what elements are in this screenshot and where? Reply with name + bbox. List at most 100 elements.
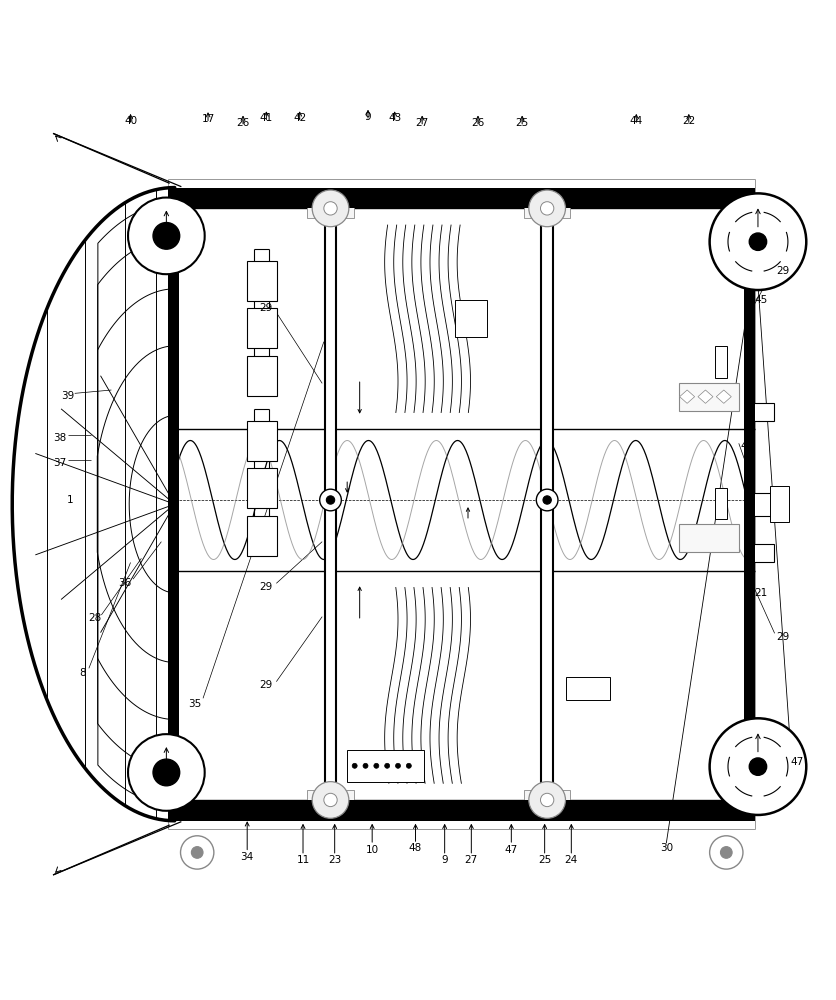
Polygon shape (716, 390, 732, 403)
Text: 29: 29 (260, 303, 273, 313)
Bar (524, 198, 570, 218)
Text: 43: 43 (388, 113, 401, 123)
Circle shape (749, 758, 767, 775)
Text: 36: 36 (118, 578, 131, 588)
Circle shape (710, 836, 743, 869)
Circle shape (326, 496, 334, 504)
Circle shape (128, 734, 205, 811)
Text: 25: 25 (538, 855, 551, 865)
Circle shape (529, 782, 565, 818)
Text: 17: 17 (201, 114, 215, 124)
Text: 39: 39 (61, 391, 74, 401)
Circle shape (710, 718, 806, 815)
Text: 26: 26 (472, 118, 485, 128)
Bar (168, 188, 756, 208)
Bar (247, 421, 278, 461)
Polygon shape (698, 390, 713, 403)
Circle shape (312, 190, 349, 227)
Bar (307, 198, 354, 218)
Text: 22: 22 (682, 116, 696, 126)
Circle shape (324, 793, 337, 807)
Circle shape (191, 847, 203, 858)
Circle shape (541, 793, 553, 807)
Circle shape (128, 198, 205, 274)
Circle shape (721, 847, 732, 858)
Text: 25: 25 (516, 118, 529, 128)
Bar (456, 300, 487, 337)
Text: 27: 27 (465, 855, 478, 865)
Bar (751, 493, 782, 516)
Text: 26: 26 (237, 118, 250, 128)
Bar (247, 356, 278, 396)
Text: 23: 23 (328, 855, 341, 865)
Text: 34: 34 (241, 852, 254, 862)
Circle shape (529, 190, 565, 227)
Text: 30: 30 (660, 843, 673, 853)
Bar (679, 383, 739, 411)
Text: 47: 47 (505, 845, 518, 855)
Bar (168, 188, 180, 821)
Polygon shape (680, 390, 695, 403)
Text: 40: 40 (124, 116, 137, 126)
Bar (744, 188, 756, 821)
Text: 24: 24 (564, 855, 578, 865)
Bar (751, 544, 774, 562)
Bar (347, 750, 424, 782)
Text: 29: 29 (777, 266, 789, 276)
Text: 41: 41 (260, 113, 273, 123)
Circle shape (153, 223, 180, 249)
Bar (751, 403, 774, 421)
Text: 10: 10 (365, 845, 379, 855)
Circle shape (312, 782, 349, 818)
Text: 9: 9 (441, 855, 448, 865)
Bar (324, 188, 336, 821)
Text: 45: 45 (755, 295, 768, 305)
Circle shape (385, 763, 390, 768)
Text: 38: 38 (54, 433, 66, 443)
Circle shape (324, 202, 337, 215)
Text: 47: 47 (791, 757, 803, 767)
Text: 29: 29 (777, 632, 789, 642)
Circle shape (541, 202, 553, 215)
Bar (524, 790, 570, 810)
Bar (307, 790, 354, 810)
Bar (679, 524, 739, 552)
Circle shape (153, 759, 180, 786)
Bar (247, 516, 278, 556)
Bar (771, 486, 789, 522)
Text: 1: 1 (66, 495, 73, 505)
Circle shape (537, 489, 558, 511)
Circle shape (181, 836, 214, 869)
Text: 28: 28 (88, 613, 101, 623)
Bar (247, 261, 278, 301)
Circle shape (710, 193, 806, 290)
Bar (168, 800, 756, 821)
Circle shape (363, 763, 368, 768)
Text: 21: 21 (755, 588, 768, 598)
Circle shape (395, 763, 400, 768)
Text: 46: 46 (741, 441, 754, 451)
Text: 8: 8 (79, 668, 86, 678)
Bar (247, 308, 278, 348)
Circle shape (406, 763, 411, 768)
Bar (716, 488, 727, 519)
Circle shape (319, 489, 341, 511)
Bar (716, 346, 727, 378)
Bar (542, 188, 553, 821)
Circle shape (749, 233, 767, 250)
Circle shape (543, 496, 551, 504)
Text: 42: 42 (293, 113, 306, 123)
Text: 11: 11 (297, 855, 309, 865)
Text: 35: 35 (188, 699, 201, 709)
Text: 27: 27 (415, 118, 429, 128)
Bar (566, 677, 609, 700)
Text: 37: 37 (54, 458, 66, 468)
Circle shape (352, 763, 357, 768)
Text: 9: 9 (364, 112, 371, 122)
Text: 44: 44 (630, 116, 643, 126)
Bar (247, 468, 278, 508)
Circle shape (374, 763, 379, 768)
Text: 29: 29 (260, 582, 273, 592)
Text: 29: 29 (260, 680, 273, 690)
Text: 48: 48 (409, 843, 422, 853)
